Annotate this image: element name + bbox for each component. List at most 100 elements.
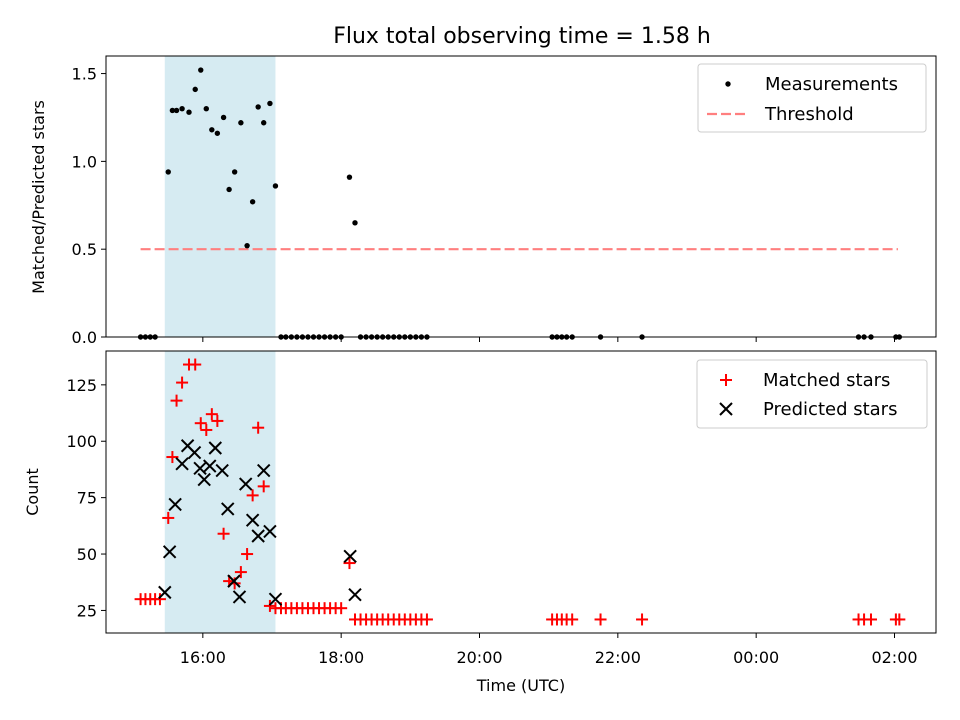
predicted-star-point: [221, 502, 235, 516]
matched-star-point: [893, 613, 906, 626]
matched-star-point: [246, 489, 259, 502]
top-legend: Measurements Threshold: [697, 63, 927, 133]
matched-star-point: [420, 613, 433, 626]
matched-star-point: [200, 423, 213, 436]
matched-star-point: [170, 394, 183, 407]
top-legend-box: [697, 63, 927, 133]
matched-star-point: [241, 548, 254, 561]
y-tick-label: 0.0: [72, 328, 97, 347]
x-tick-label: 18:00: [318, 648, 364, 667]
top-shaded-region: [164, 56, 276, 337]
y-tick-label: 50: [77, 545, 97, 564]
measurement-point: [203, 105, 209, 112]
predicted-star-point: [245, 513, 260, 527]
measurement-point: [186, 109, 192, 115]
y-tick-label: 0.5: [72, 240, 97, 259]
matched-star-point: [263, 599, 276, 612]
legend-matched-marker: [720, 374, 732, 386]
matched-star-point: [176, 376, 189, 389]
measurement-point: [209, 127, 215, 133]
measurement-point: [346, 174, 353, 180]
predicted-star-point: [268, 592, 283, 606]
predicted-star-point: [348, 587, 362, 602]
measurement-point: [244, 242, 250, 249]
bottom-markers: [134, 358, 906, 626]
top-subplot: Flux total observing time = 1.58 h 0.00.…: [29, 24, 937, 347]
legend-threshold-label: Threshold: [764, 104, 854, 125]
predicted-star-point: [232, 590, 247, 604]
measurement-point: [198, 67, 204, 73]
predicted-star-point: [215, 463, 229, 478]
measurement-point: [226, 186, 232, 193]
predicted-star-point: [256, 463, 271, 478]
y-tick-label: 1.5: [72, 65, 97, 84]
measurement-point: [165, 169, 171, 175]
top-x-ticks: [202, 337, 895, 342]
y-tick-label: 125: [66, 376, 97, 395]
measurement-point: [352, 220, 358, 226]
bottom-subplot: 25 50 75 100 125 16:00 18:00 20:00 22:00 00:00 02…: [23, 350, 937, 695]
predicted-star-point: [343, 549, 357, 564]
legend-matched-label: Matched stars: [763, 370, 890, 391]
bottom-axes-frame: [105, 350, 937, 634]
matched-star-point: [153, 593, 166, 606]
predicted-star-point: [263, 524, 277, 539]
predicted-star-point: [175, 457, 189, 471]
predicted-star-point: [227, 574, 241, 588]
matched-star-point: [217, 527, 230, 540]
matched-star-point: [594, 613, 607, 626]
measurement-point: [231, 169, 238, 175]
x-tick-label: 00:00: [733, 648, 779, 667]
predicted-star-point: [197, 472, 211, 487]
matched-star-point: [864, 613, 877, 626]
predicted-star-point: [239, 477, 253, 491]
predicted-star-point: [158, 585, 172, 600]
bottom-shaded-region: [164, 351, 276, 633]
legend-predicted-label: Predicted stars: [763, 399, 897, 420]
measurement-point: [220, 114, 227, 121]
bottom-legend-box: [696, 359, 928, 429]
bottom-legend: Matched stars Predicted stars: [696, 359, 928, 429]
y-tick-label: 1.0: [72, 152, 97, 171]
x-tick-label: 20:00: [456, 648, 502, 667]
measurement-point: [238, 120, 244, 126]
x-tick-label: 02:00: [871, 648, 917, 667]
legend-measurements-label: Measurements: [765, 74, 898, 95]
matched-star-point: [566, 613, 579, 626]
bottom-y-ticks: 25 50 75 100 125: [66, 376, 106, 620]
matched-star-point: [234, 566, 247, 579]
y-tick-label: 25: [77, 601, 97, 620]
measurement-point: [173, 107, 180, 114]
matched-star-point: [166, 451, 179, 464]
x-tick-label: 16:00: [180, 648, 226, 667]
y-tick-label: 75: [77, 489, 97, 508]
top-y-axis-label: Matched/Predicted stars: [29, 100, 48, 294]
measurement-point: [272, 183, 279, 189]
measurement-point: [214, 130, 221, 136]
matched-star-point: [194, 417, 207, 430]
measurement-point: [255, 104, 261, 110]
matched-star-point: [162, 511, 175, 524]
legend-measurements-marker: [725, 81, 731, 87]
measurement-point: [169, 107, 176, 114]
predicted-star-point: [251, 529, 265, 543]
matched-star-point: [257, 480, 270, 493]
matched-star-point: [335, 602, 348, 615]
matched-star-point: [252, 421, 265, 434]
matched-star-point: [343, 557, 356, 570]
predicted-star-point: [203, 459, 217, 473]
y-tick-label: 100: [66, 432, 97, 451]
measurement-point: [267, 100, 273, 107]
matched-star-point: [211, 414, 224, 427]
predicted-star-point: [162, 545, 177, 559]
bottom-y-axis-label: Count: [23, 468, 42, 516]
measurement-point: [179, 105, 185, 112]
matched-star-point: [189, 358, 202, 371]
measurement-point: [261, 120, 267, 126]
predicted-star-point: [208, 441, 222, 455]
matched-star-point: [205, 408, 218, 421]
top-y-ticks: 0.0 0.5 1.0 1.5: [72, 65, 106, 347]
measurement-point: [249, 199, 256, 205]
predicted-star-point: [187, 445, 202, 460]
